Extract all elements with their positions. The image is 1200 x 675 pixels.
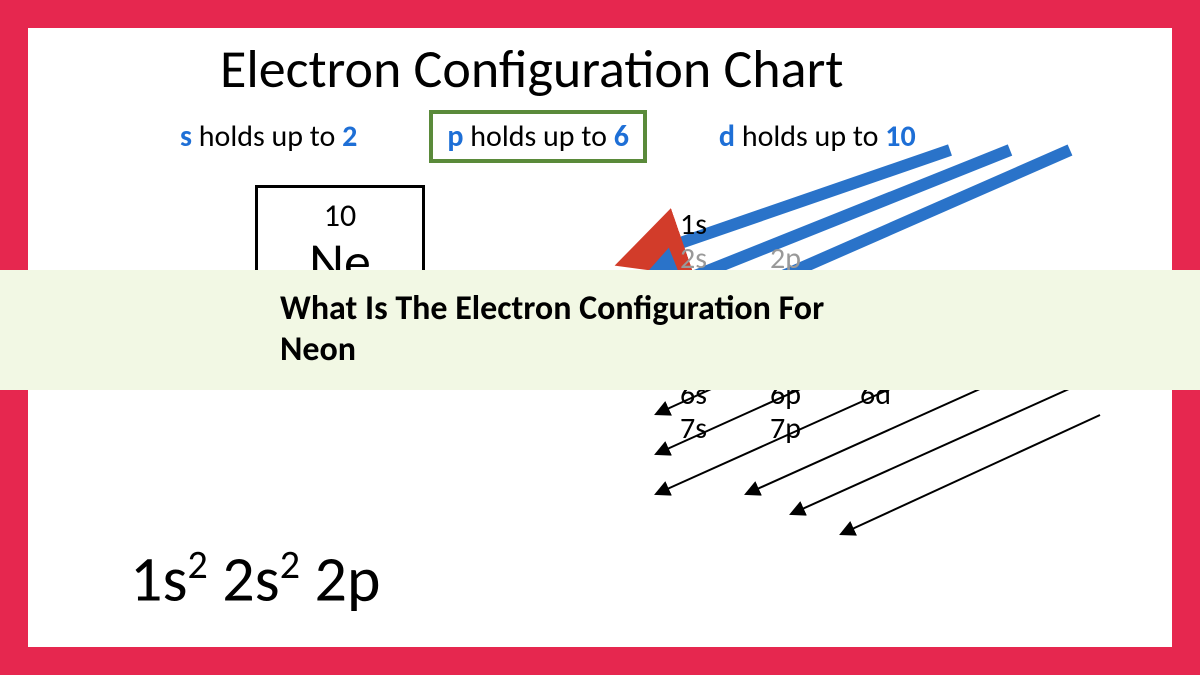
orbital-cell: 7s — [680, 414, 734, 444]
orbital-cell: 1s — [680, 210, 734, 240]
subshell-capacity-row: s holds up to 2p holds up to 6d holds up… — [180, 118, 916, 155]
electron-config-formula: 1s2 2s2 2p — [130, 540, 381, 618]
subshell-capacity-item: d holds up to 10 — [719, 118, 916, 155]
chart-title: Electron Configuration Chart — [220, 36, 843, 102]
subshell-capacity-item: p holds up to 6 — [429, 110, 647, 163]
orbital-cell: 7p — [770, 414, 824, 444]
orbital-row: 7s 7p — [680, 414, 1004, 444]
orbital-row: 1s — [680, 210, 1004, 240]
overlay-band: What Is The Electron Configuration ForNe… — [0, 270, 1200, 390]
overlay-title: What Is The Electron Configuration ForNe… — [280, 289, 824, 371]
subshell-capacity-item: s holds up to 2 — [180, 118, 357, 155]
